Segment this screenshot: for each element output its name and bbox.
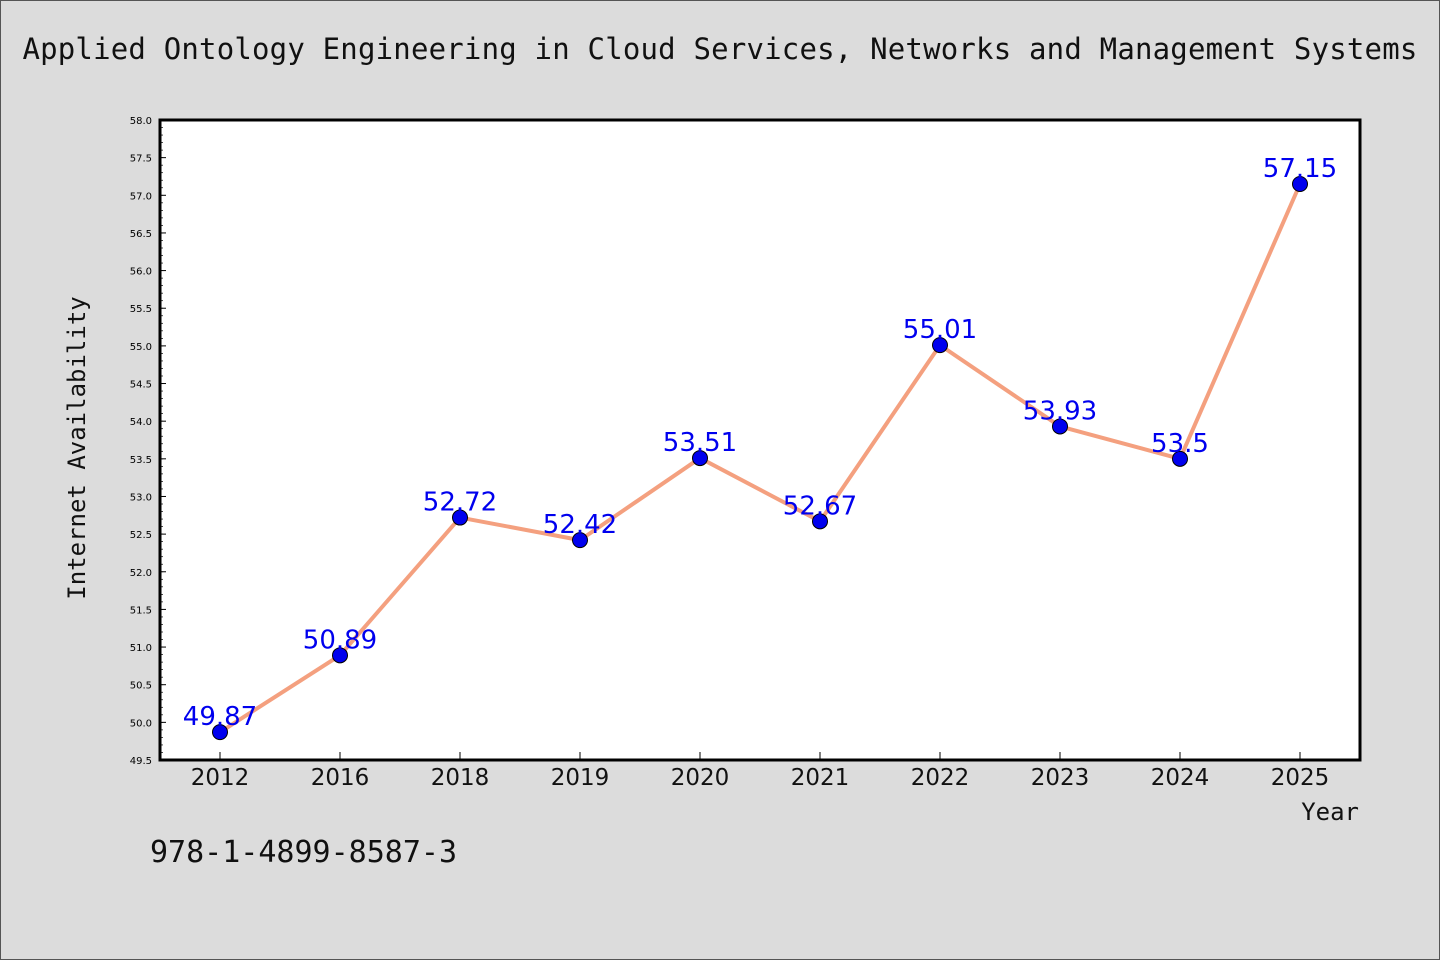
data-point bbox=[1172, 450, 1188, 467]
data-point bbox=[452, 509, 468, 526]
data-label: 52.42 bbox=[543, 510, 617, 540]
y-tick-label: 57.0 bbox=[130, 191, 152, 202]
x-tick-label: 2012 bbox=[191, 765, 250, 791]
y-tick-label: 49.5 bbox=[130, 756, 152, 767]
data-label: 55.01 bbox=[903, 315, 977, 345]
x-tick-label: 2023 bbox=[1031, 765, 1090, 791]
y-axis: 49.5 50.0 50.5 51.0 51.5 52.0 52.5 53.0 53.5 54.0… bbox=[130, 116, 166, 767]
x-axis-label: Year bbox=[1301, 798, 1359, 826]
data-label: 57.15 bbox=[1263, 154, 1337, 184]
y-tick-label: 55.0 bbox=[130, 342, 152, 353]
data-label: 50.89 bbox=[303, 625, 377, 655]
plot-area bbox=[158, 118, 1362, 762]
y-tick-label: 53.5 bbox=[130, 455, 152, 466]
data-point bbox=[1052, 418, 1068, 435]
y-tick-label: 51.5 bbox=[130, 605, 152, 616]
y-tick-label: 55.5 bbox=[130, 304, 152, 315]
x-axis: 2012 2016 2018 2019 2020 2021 2022 2023 2024 2025 bbox=[191, 752, 1330, 791]
y-tick-label: 54.5 bbox=[130, 380, 152, 391]
y-tick-label: 51.0 bbox=[130, 643, 152, 654]
data-label: 53.93 bbox=[1023, 396, 1097, 426]
data-point bbox=[692, 450, 708, 467]
data-label: 53.51 bbox=[663, 428, 737, 458]
data-label: 52.72 bbox=[423, 488, 497, 518]
x-tick-label: 2018 bbox=[431, 765, 490, 791]
y-tick-label: 56.5 bbox=[130, 229, 152, 240]
y-tick-label: 50.0 bbox=[130, 718, 152, 729]
data-label: 53.5 bbox=[1151, 429, 1209, 459]
chart-title: Applied Ontology Engineering in Cloud Se… bbox=[22, 32, 1418, 66]
y-tick-label: 58.0 bbox=[130, 116, 152, 127]
data-point bbox=[332, 647, 348, 664]
data-point bbox=[572, 532, 588, 549]
series-line bbox=[218, 183, 1302, 734]
x-tick-label: 2025 bbox=[1271, 765, 1330, 791]
isbn-text: 978-1-4899-8587-3 bbox=[150, 835, 458, 870]
y-tick-label: 52.0 bbox=[130, 568, 152, 579]
y-tick-label: 57.5 bbox=[130, 154, 152, 165]
x-tick-label: 2020 bbox=[671, 765, 730, 791]
y-tick-label: 52.5 bbox=[130, 530, 152, 541]
data-point bbox=[212, 724, 228, 741]
data-point bbox=[932, 337, 948, 354]
data-markers bbox=[212, 176, 1308, 741]
data-label: 49.87 bbox=[183, 702, 257, 732]
x-tick-label: 2022 bbox=[911, 765, 970, 791]
data-point bbox=[1292, 176, 1308, 192]
x-tick-label: 2016 bbox=[311, 765, 370, 791]
data-label: 52.67 bbox=[783, 491, 857, 521]
x-tick-label: 2021 bbox=[791, 765, 850, 791]
x-tick-label: 2019 bbox=[551, 765, 610, 791]
y-tick-label: 56.0 bbox=[130, 267, 152, 278]
data-point bbox=[812, 513, 828, 530]
y-tick-label: 54.0 bbox=[130, 417, 152, 428]
data-labels: 49.87 50.89 52.72 52.42 53.51 52.67 55.01 53.93… bbox=[183, 154, 1337, 732]
y-tick-label: 50.5 bbox=[130, 681, 152, 692]
y-axis-label: Internet Availability bbox=[63, 296, 91, 599]
x-tick-label: 2024 bbox=[1151, 765, 1210, 791]
y-tick-label: 53.0 bbox=[130, 492, 152, 503]
